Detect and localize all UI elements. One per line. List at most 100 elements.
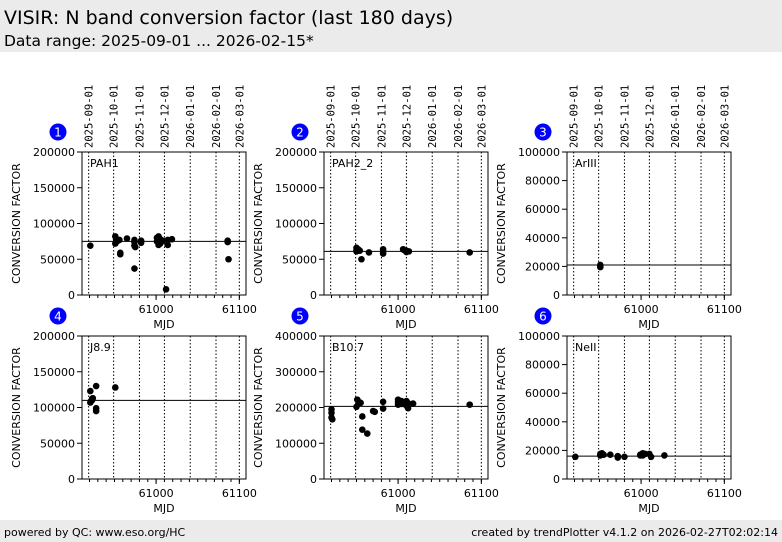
data-point [116,236,123,244]
data-point [596,263,604,271]
data-point [358,426,366,433]
date-tick-label: 2025-11-01 [619,85,631,148]
y-tick-label: 200000 [33,146,75,159]
data-point [224,238,231,246]
header-bar: VISIR: N band conversion factor (last 18… [0,0,782,52]
page-title: VISIR: N band conversion factor (last 18… [4,7,454,29]
y-tick-label: 20000 [525,260,560,273]
panel-label: PAH2_2 [332,157,373,170]
x-axis-label: MJD [153,502,174,515]
data-point [162,285,170,293]
data-point [379,398,387,406]
x-tick-label: 61100 [707,303,742,316]
y-tick-label: 0 [68,289,75,302]
axes-frame [323,151,489,296]
date-tick-label: 2025-09-01 [326,85,338,148]
data-point [164,241,172,249]
y-tick-label: 150000 [33,182,75,195]
x-tick-label: 61100 [464,487,499,500]
y-tick-label: 200000 [33,330,75,343]
y-tick-label: 100000 [275,218,317,231]
y-tick-label: 300000 [275,366,317,379]
date-tick-label: 2026-03-01 [476,85,488,148]
y-tick-label: 150000 [33,366,75,379]
data-point [356,247,364,254]
data-point [168,235,176,243]
panel-label: J8.9 [89,341,111,354]
panel-number-badge [534,123,552,141]
panel-number-badge [291,123,309,141]
panel-number-badge [291,307,309,325]
data-point [159,237,167,244]
footer-powered-by: powered by QC: www.eso.org/HC [4,526,186,539]
y-axis-label: CONVERSION FACTOR [495,347,508,468]
x-axis-label: MJD [638,318,659,331]
data-point [614,452,622,460]
panel-pah1: 2025-09-01 2025-10-01 2025-11-01 2025-12-01… [10,85,257,331]
data-point [409,400,417,407]
data-point [466,249,473,256]
data-point [466,401,473,408]
y-tick-label: 200000 [275,146,317,159]
date-tick-label: 2025-09-01 [569,85,581,148]
panel-label: B10.7 [332,341,364,354]
panel-number-badge [49,307,67,325]
y-tick-label: 60000 [525,203,560,216]
y-tick-label: 50000 [40,253,75,266]
date-tick-label: 2025-12-01 [159,85,171,148]
y-tick-label: 20000 [525,444,560,457]
data-point [357,399,364,407]
date-tick-label: 2026-01-01 [185,85,197,148]
y-tick-label: 200000 [275,402,317,415]
panel-number: 5 [296,310,304,324]
y-tick-label: 100000 [518,146,560,159]
y-tick-label: 100000 [518,330,560,343]
y-tick-label: 0 [553,289,560,302]
panel-ariii: 2025-09-01 2025-10-01 2025-11-01 2025-12-01… [495,85,742,331]
axes-frame [81,335,247,480]
panel-label: NeII [575,341,596,354]
y-tick-label: 0 [310,289,317,302]
y-tick-label: 150000 [275,182,317,195]
data-point [89,394,97,402]
data-point [600,451,607,458]
y-tick-label: 400000 [275,330,317,343]
panel-number: 2 [296,126,304,140]
data-point [87,242,94,249]
data-point [329,415,336,423]
data-point [371,408,379,416]
y-tick-label: 0 [553,473,560,486]
panel-neii: 61000 61100 0 20000 40000 60000 80000 100000 NeI… [495,307,742,515]
footer-bar: powered by QC: www.eso.org/HC created by… [0,520,782,542]
axes-frame [81,151,247,296]
panel-number: 6 [539,310,547,324]
y-tick-label: 100000 [33,218,75,231]
panel-j8-9: 61000 61100 0 50000 100000 150000 200000 J8.9 MJ… [10,307,257,515]
date-tick-label: 2025-11-01 [376,85,388,148]
data-point [328,409,335,417]
x-tick-label: 61000 [381,303,416,316]
y-tick-label: 100000 [275,437,317,450]
data-point [572,453,579,461]
axes-frame [323,335,489,480]
data-point [87,387,94,395]
x-tick-label: 61000 [139,303,174,316]
y-tick-label: 40000 [525,416,560,429]
data-point [363,430,371,437]
data-point [365,249,373,256]
data-point [123,235,131,242]
data-point [404,399,412,407]
date-tick-label: 2026-02-01 [453,85,465,148]
y-tick-label: 60000 [525,387,560,400]
x-tick-label: 61000 [139,487,174,500]
panel-number: 4 [54,310,62,324]
x-tick-label: 61100 [222,487,257,500]
date-tick-label: 2026-03-01 [234,85,246,148]
panel-b10-7: 61000 61100 0 100000 200000 300000 400000 B10.7… [252,307,499,515]
data-point [358,413,366,420]
data-point [661,452,668,459]
panel-number: 3 [539,126,547,140]
x-axis-label: MJD [153,318,174,331]
footer-created-by: created by trendPlotter v4.1.2 on 2026-0… [471,526,778,539]
date-tick-label: 2025-10-01 [594,85,606,148]
